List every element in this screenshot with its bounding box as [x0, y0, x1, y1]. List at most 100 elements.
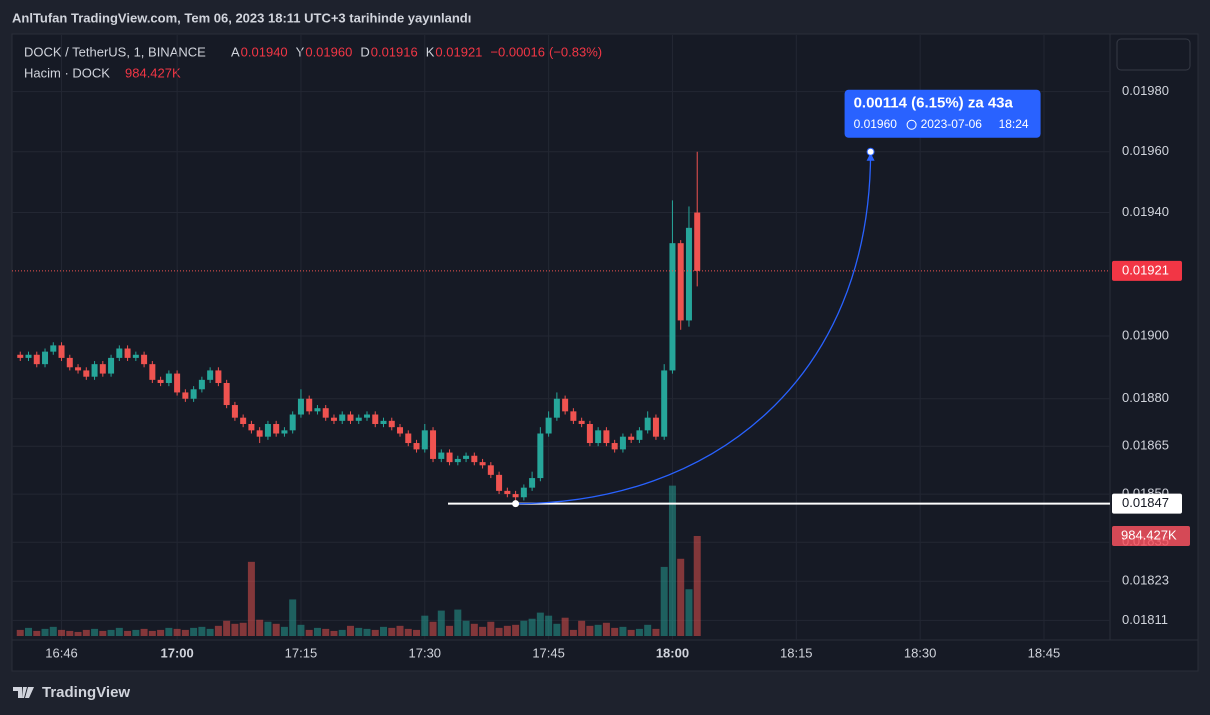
volume-bar	[635, 628, 643, 636]
ohlc-letter: A	[231, 44, 240, 59]
volume-bar	[247, 561, 255, 636]
candle-body	[198, 379, 205, 390]
measure-date: 2023-07-06	[921, 117, 983, 131]
volume-bar	[479, 626, 487, 636]
volume-bar	[594, 624, 602, 636]
y-tick-label: 0.01823	[1122, 573, 1169, 588]
volume-bar	[462, 620, 470, 636]
volume-bar	[652, 628, 660, 636]
candle-body	[487, 465, 494, 475]
volume-bar	[677, 558, 685, 636]
candle-body	[363, 414, 370, 418]
y-tick-label: 0.01980	[1122, 83, 1169, 98]
volume-bar	[165, 627, 173, 636]
candle-body	[479, 462, 486, 466]
volume-bar	[569, 629, 577, 636]
volume-bar	[58, 629, 66, 636]
volume-bar	[272, 623, 280, 636]
brand: TradingView	[13, 684, 130, 701]
volume-bar	[454, 609, 462, 636]
candle-body	[430, 430, 437, 459]
candle-body	[322, 408, 329, 418]
volume-bar	[619, 626, 627, 636]
candle-body	[677, 243, 684, 321]
volume-bar	[322, 628, 330, 636]
volume-bar	[536, 612, 544, 636]
clock-icon	[906, 119, 917, 130]
candle-body	[174, 373, 181, 393]
last-price-tag	[1112, 260, 1182, 281]
x-tick-label: 16:46	[45, 645, 78, 660]
volume-bar	[396, 625, 404, 636]
volume-bar	[338, 629, 346, 636]
candle-body	[421, 430, 428, 450]
candle-body	[355, 417, 362, 421]
candle-body	[108, 357, 115, 374]
candle-body	[578, 420, 585, 425]
candle-body	[306, 398, 313, 412]
last-price-label: 0.01921	[1122, 262, 1169, 277]
candle-body	[388, 420, 395, 428]
candle-body	[91, 364, 98, 377]
volume-bar	[256, 619, 264, 636]
volume-bar	[49, 626, 57, 636]
volume-bar	[140, 628, 148, 636]
candle-body	[182, 392, 189, 399]
candle-body	[603, 430, 610, 444]
candle-body	[520, 487, 527, 498]
volume-title: Hacim · DOCK	[24, 65, 110, 80]
volume-bar	[132, 629, 140, 636]
volume-bar	[561, 617, 569, 636]
measure-arrow	[866, 152, 875, 161]
candle-body	[496, 474, 503, 491]
candle-body	[380, 420, 387, 425]
candle-body	[99, 364, 106, 374]
volume-bar	[289, 599, 297, 636]
x-tick-label: 18:30	[904, 645, 937, 660]
candle-body	[273, 424, 280, 434]
candle-body	[372, 414, 379, 425]
candle-body	[619, 436, 626, 450]
candle-body	[454, 458, 461, 463]
volume-bar	[578, 620, 586, 636]
candle-body	[297, 398, 304, 415]
candle-body	[141, 354, 148, 365]
candle-body	[248, 424, 255, 431]
volume-bar	[66, 630, 74, 636]
volume-bar	[115, 627, 123, 636]
candle-body	[529, 478, 536, 488]
candle-body	[586, 424, 593, 444]
candle-body	[652, 417, 659, 437]
menu-button[interactable]	[1116, 38, 1191, 71]
candle-body	[545, 417, 552, 434]
chart-pane	[11, 33, 1199, 672]
candle-body	[33, 354, 40, 365]
candle-body	[438, 452, 445, 459]
candle-body	[537, 433, 544, 479]
candle-body	[553, 398, 560, 418]
ohlc-value: 0.01921	[435, 44, 482, 59]
grid	[12, 35, 1110, 640]
volume-bar	[107, 629, 115, 636]
volume-bar	[388, 627, 396, 636]
x-tick-label: 17:45	[532, 645, 565, 660]
candle-body	[231, 405, 238, 418]
volume-bar	[404, 628, 412, 636]
y-tick-label: 0.01865	[1122, 438, 1169, 453]
candle-body	[50, 345, 57, 352]
volume-bar	[503, 625, 511, 636]
candle-body	[264, 424, 271, 437]
candle-body	[149, 364, 156, 380]
volume-bar	[214, 625, 222, 636]
candle-body	[694, 212, 701, 271]
change: −0.00016	[490, 44, 545, 59]
candle-body	[347, 414, 354, 421]
volume-bar	[264, 621, 272, 636]
volume-bar	[668, 485, 676, 636]
symbol: DOCK / TetherUS, 1, BINANCE	[24, 44, 206, 59]
x-tick-label: 17:00	[160, 645, 193, 660]
candle-body	[314, 408, 321, 412]
last-volume-label: 984.427K	[1121, 527, 1177, 542]
volume-bar	[239, 622, 247, 636]
candle-body	[281, 430, 288, 434]
